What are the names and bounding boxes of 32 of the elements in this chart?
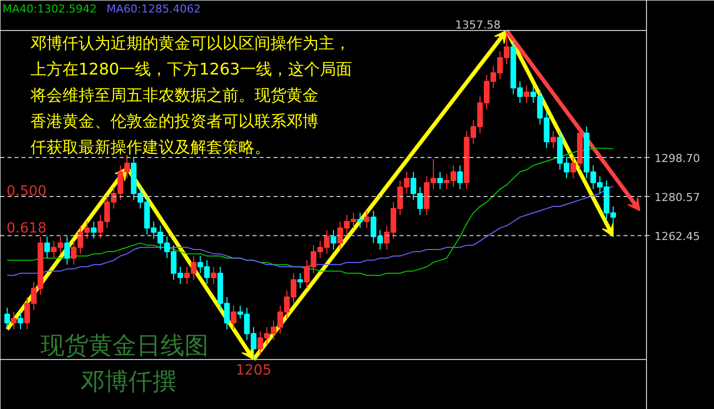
y-tick-label: 1262.45: [654, 230, 700, 244]
annotation: 将会维持至周五非农数据之前。现货黄金: [30, 86, 318, 104]
candlestick: [457, 164, 463, 190]
annotation: 邓博仟认为近期的黄金可以以区间操作为主，: [30, 34, 350, 52]
y-tick-label: 1280.57: [654, 191, 700, 204]
candlestick: [364, 210, 370, 228]
annotation: 仟获取最新操作建议及解套策略。: [30, 138, 270, 156]
candlestick: [524, 85, 530, 104]
candlestick: [18, 312, 24, 330]
annotation: 0.500: [6, 184, 47, 200]
annotation: 现货黄金日线图: [40, 332, 208, 360]
annotation: 0.618: [6, 220, 47, 236]
candlestick: [64, 236, 70, 266]
candlestick: [230, 305, 236, 330]
ref-line-label: 1205: [236, 362, 272, 378]
candlestick: [90, 220, 97, 240]
candlestick: [550, 130, 556, 149]
ref-line-label: 1357.58: [455, 18, 501, 32]
candlestick: [330, 230, 336, 250]
annotation: 邓博仟撰: [80, 368, 176, 396]
text: MA40:1302.5942: [2, 2, 97, 16]
candlestick: [10, 312, 17, 330]
candlestick: [297, 272, 304, 289]
candlestick: [357, 212, 363, 228]
y-tick-label: 1298.70: [654, 152, 700, 165]
annotation: 香港黄金、伦敦金的投资者可以联系邓博: [30, 112, 318, 130]
annotation: 上方在1280一线，下方1263一线，这个局面: [30, 60, 352, 78]
text: MA60:1285.4062: [106, 2, 201, 16]
candlestick: [210, 266, 216, 285]
candlestick: [437, 171, 443, 190]
candlestick: [44, 236, 50, 259]
candlestick: [4, 307, 10, 330]
